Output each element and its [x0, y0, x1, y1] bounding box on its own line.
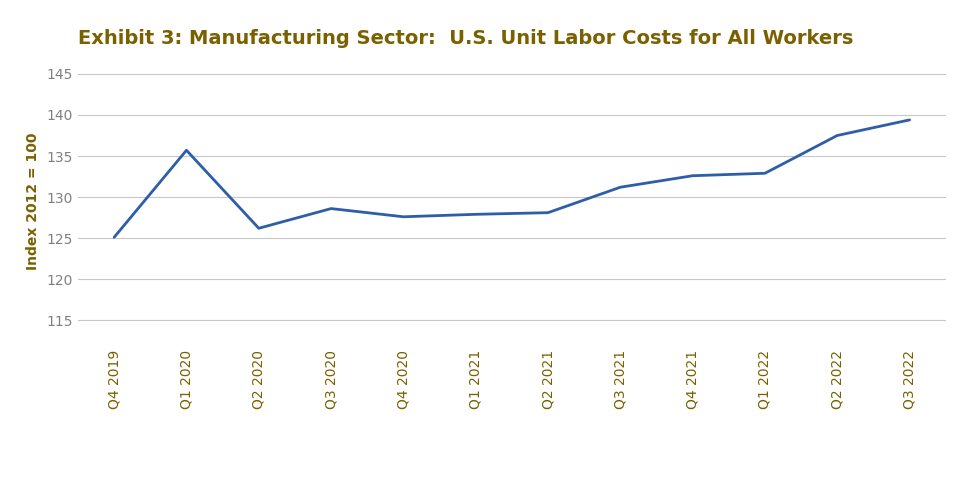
- Text: Exhibit 3: Manufacturing Sector:  U.S. Unit Labor Costs for All Workers: Exhibit 3: Manufacturing Sector: U.S. Un…: [78, 29, 853, 47]
- Y-axis label: Index 2012 = 100: Index 2012 = 100: [25, 132, 40, 270]
